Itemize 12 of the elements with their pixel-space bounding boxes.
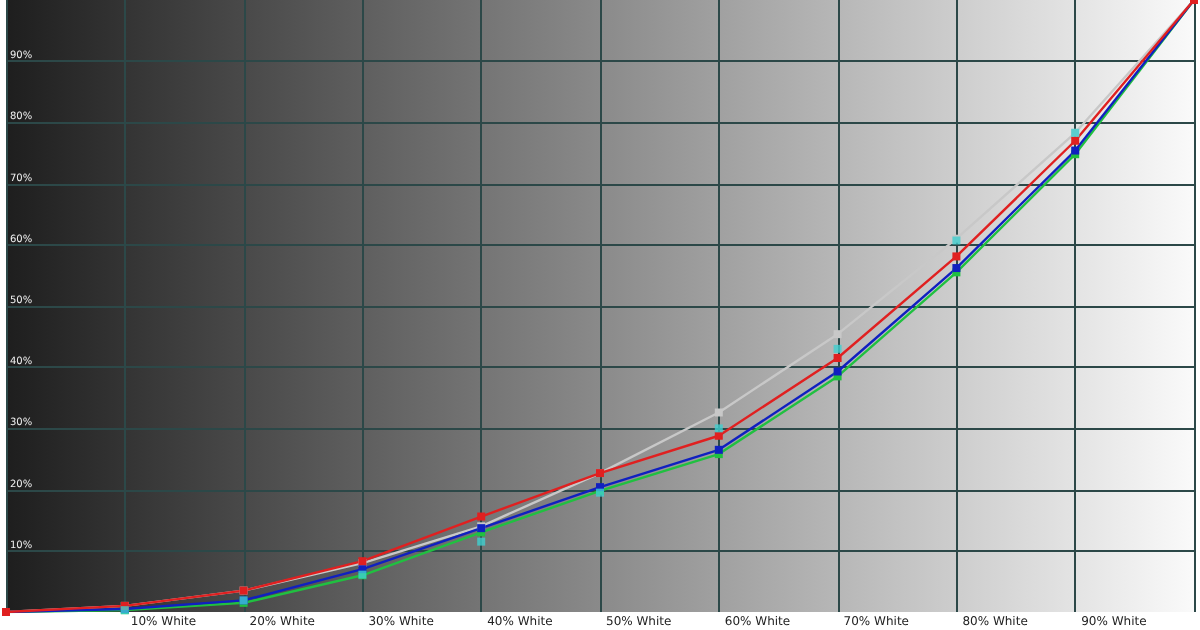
point [714,408,723,417]
point [833,330,842,339]
point [833,354,842,363]
point [833,344,842,353]
point [714,424,723,433]
point [714,431,723,440]
point [952,252,961,261]
point [477,512,486,521]
point [714,445,723,454]
point [1071,136,1080,145]
point [833,367,842,376]
point [477,537,486,546]
